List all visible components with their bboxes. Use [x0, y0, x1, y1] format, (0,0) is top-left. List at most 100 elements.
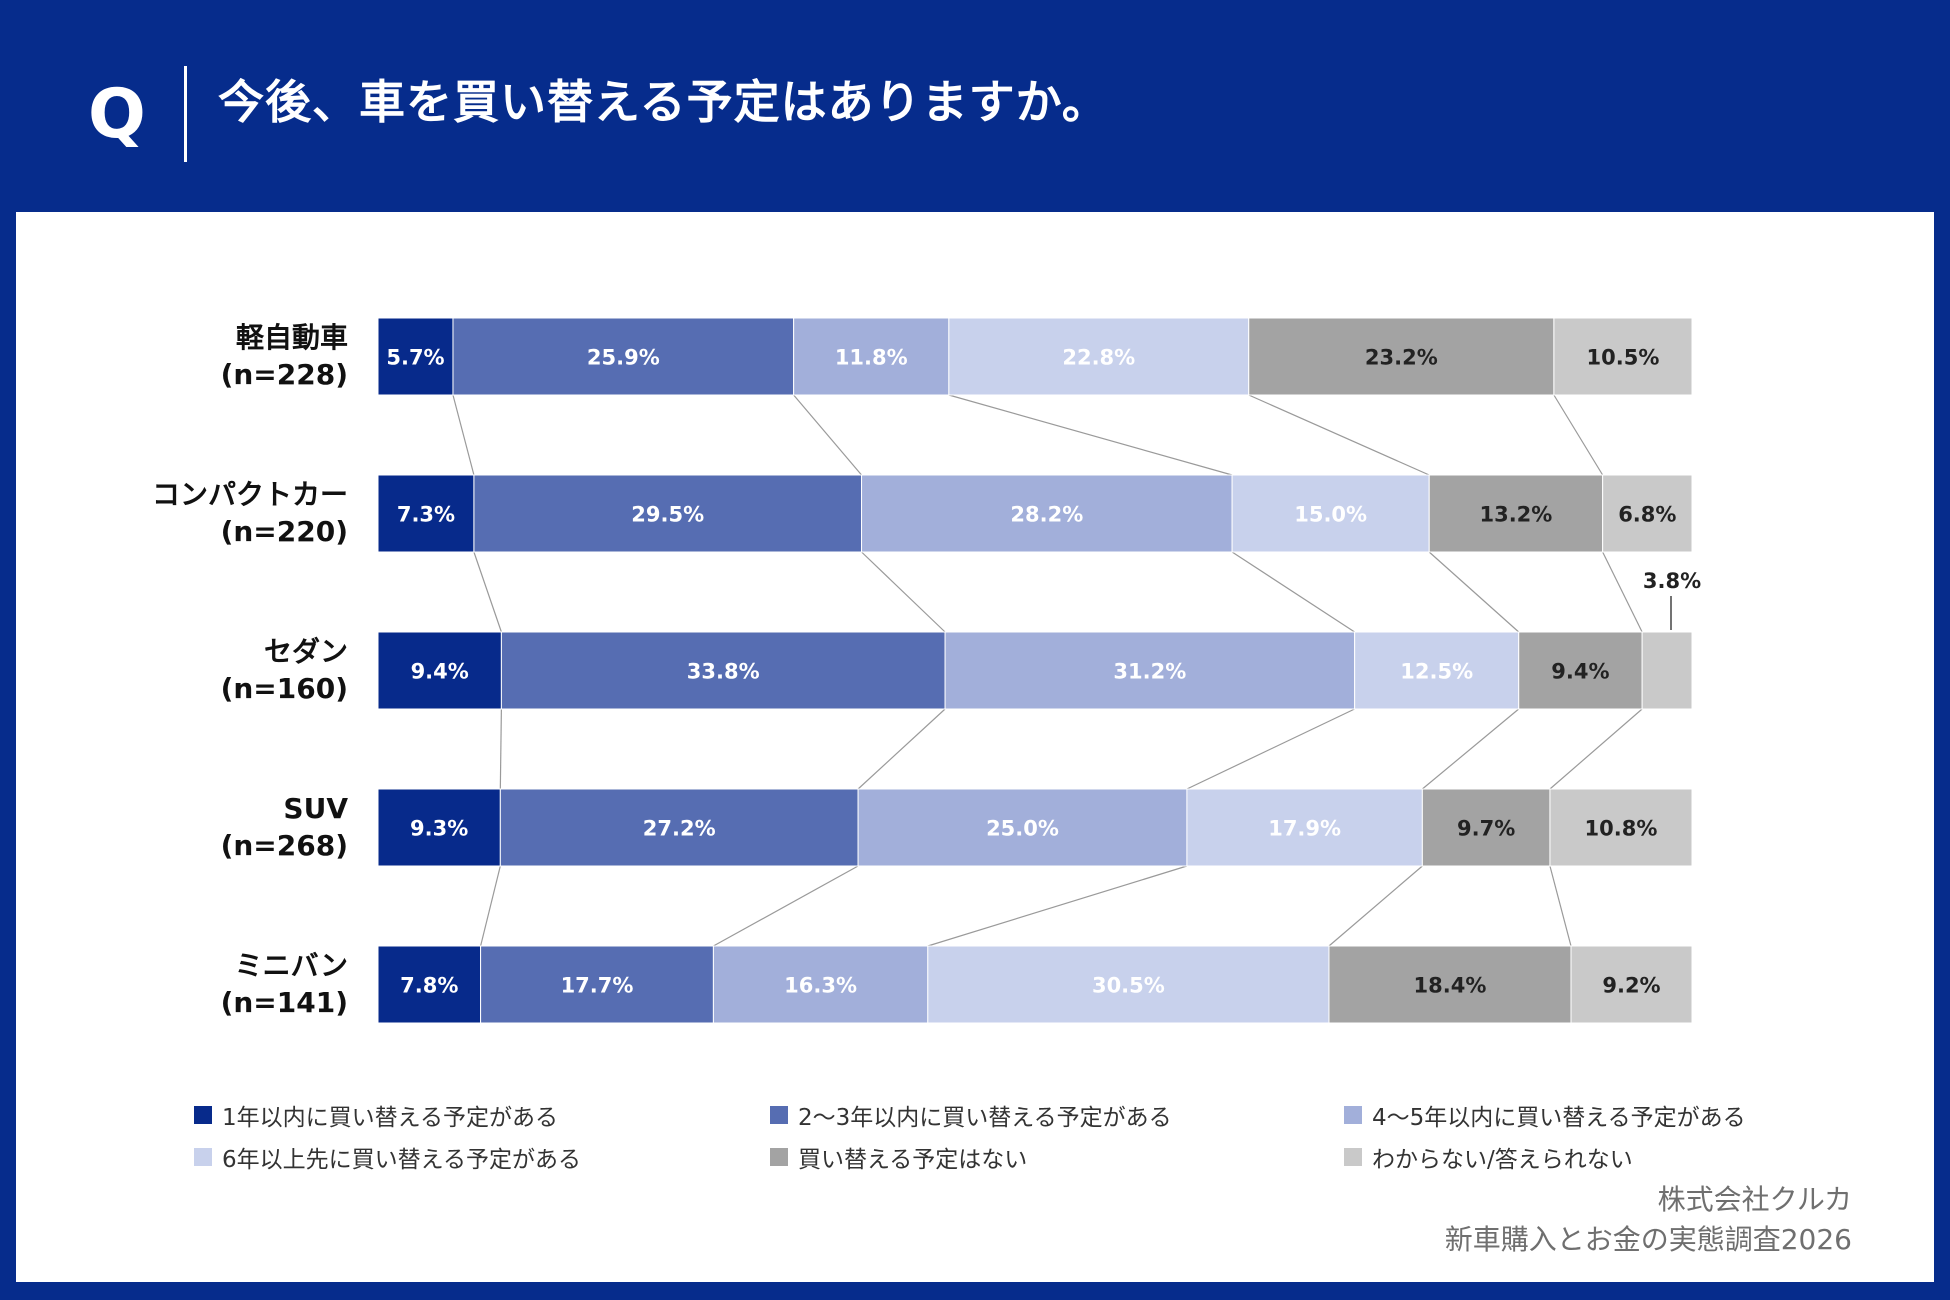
bar-segment [500, 631, 946, 710]
data-labels: 5.7% 25.9% 11.8% 22.8% 23.2% 10.5% 7.3% 29.5% 28… [386, 346, 1701, 998]
connector-line [857, 708, 946, 790]
legend-swatch [1344, 1148, 1362, 1166]
connector-line [861, 551, 946, 633]
question-mark-label: Q [88, 75, 146, 154]
category-sample-size: (n=268) [221, 829, 348, 862]
bar-segment [944, 631, 1356, 710]
data-label: 6.8% [1618, 503, 1676, 527]
category-name: SUV [283, 792, 348, 825]
legend-swatch [1344, 1106, 1362, 1124]
connector-line [452, 394, 475, 476]
data-label: 15.0% [1294, 503, 1367, 527]
bar-segment [452, 317, 795, 396]
bar-segment [1602, 474, 1693, 553]
connector-line [1428, 551, 1520, 633]
connector-line [473, 551, 502, 633]
data-label: 33.8% [687, 660, 760, 684]
bar-segment [1328, 945, 1572, 1024]
data-label: 11.8% [835, 346, 908, 370]
data-label: 9.4% [411, 660, 469, 684]
bar-segment [1641, 631, 1693, 710]
bar-segment [1248, 317, 1555, 396]
data-label: 27.2% [643, 817, 716, 841]
data-label: 7.8% [400, 974, 458, 998]
bar-segment [1570, 945, 1693, 1024]
bar-segment [927, 945, 1330, 1024]
data-label: 9.7% [1457, 817, 1515, 841]
legend-item: 4〜5年以内に買い替える予定がある [1344, 1098, 1746, 1132]
question-title: 今後、車を買い替える予定はありますか。 [218, 75, 1109, 129]
bar-segment [1186, 788, 1423, 867]
credit-block: 株式会社クルカ 新車購入とお金の実態調査2026 [1445, 1180, 1852, 1260]
connector-line [793, 394, 863, 476]
bar-segment [1354, 631, 1520, 710]
category-name: セダン [264, 635, 348, 668]
legend-label: 4〜5年以内に買い替える予定がある [1372, 1105, 1746, 1131]
bar-segment [1553, 317, 1693, 396]
data-label: 10.5% [1587, 346, 1660, 370]
bar-segment [948, 317, 1250, 396]
legend-label: 買い替える予定はない [798, 1147, 1028, 1173]
connector-line [713, 865, 859, 947]
bar-segment [857, 788, 1188, 867]
connector-line [1549, 865, 1572, 947]
legend-item: 買い替える予定はない [770, 1140, 1027, 1174]
bar-segment [377, 788, 501, 867]
bar-segment [1428, 474, 1604, 553]
data-label: 16.3% [784, 974, 857, 998]
data-label: 9.4% [1551, 660, 1609, 684]
category-sample-size: (n=141) [221, 986, 348, 1019]
legend-swatch [770, 1106, 788, 1124]
bar-segment [861, 474, 1233, 553]
data-label: 3.8% [1643, 569, 1701, 593]
data-label: 25.9% [587, 346, 660, 370]
legend-swatch [194, 1106, 212, 1124]
data-label: 5.7% [386, 346, 444, 370]
connector-line [1549, 708, 1643, 790]
connector-line [1186, 708, 1355, 790]
legend-item: 2〜3年以内に買い替える予定がある [770, 1098, 1172, 1132]
data-label: 22.8% [1062, 346, 1135, 370]
bar-segment [1421, 788, 1551, 867]
bar-segment [377, 317, 454, 396]
chart-legend: 1年以内に買い替える予定がある 2〜3年以内に買い替える予定がある 4〜5年以内に買… [194, 1098, 1794, 1188]
bar-segment [1231, 474, 1430, 553]
bar-segment [473, 474, 863, 553]
connector-line [1231, 551, 1355, 633]
connector-line [1421, 708, 1520, 790]
connector-line [927, 865, 1188, 947]
header-divider [184, 66, 187, 162]
connector-lines [452, 394, 1643, 947]
connector-line [1602, 551, 1643, 633]
data-label: 13.2% [1479, 503, 1552, 527]
category-labels: 軽自動車 (n=228) コンパクトカー (n=220) セダン (n=160) SUV (n… [152, 321, 348, 1019]
legend-item: 1年以内に買い替える予定がある [194, 1098, 558, 1132]
bar-segment [1549, 788, 1693, 867]
bar-segment [480, 945, 714, 1024]
data-label: 30.5% [1092, 974, 1165, 998]
connector-line [1553, 394, 1604, 476]
data-label: 10.8% [1585, 817, 1658, 841]
category-name: ミニバン [235, 949, 348, 982]
legend-swatch [194, 1148, 212, 1166]
data-label: 7.3% [397, 503, 455, 527]
connector-line [1248, 394, 1430, 476]
legend-label: 6年以上先に買い替える予定がある [222, 1147, 581, 1173]
category-name: 軽自動車 [236, 321, 348, 354]
bar-segment [377, 631, 502, 710]
category-sample-size: (n=160) [221, 672, 348, 705]
category-name: コンパクトカー [152, 478, 348, 511]
legend-item: 6年以上先に買い替える予定がある [194, 1140, 581, 1174]
credit-survey: 新車購入とお金の実態調査2026 [1444, 1223, 1852, 1256]
bar-segment [793, 317, 950, 396]
data-label: 17.7% [561, 974, 634, 998]
connector-line [499, 708, 502, 790]
data-label: 18.4% [1414, 974, 1487, 998]
bar-segment [499, 788, 859, 867]
category-sample-size: (n=220) [221, 515, 348, 548]
legend-label: わからない/答えられない [1372, 1147, 1633, 1173]
connector-line [480, 865, 501, 947]
legend-swatch [770, 1148, 788, 1166]
data-label: 9.3% [410, 817, 468, 841]
category-sample-size: (n=228) [221, 358, 348, 391]
